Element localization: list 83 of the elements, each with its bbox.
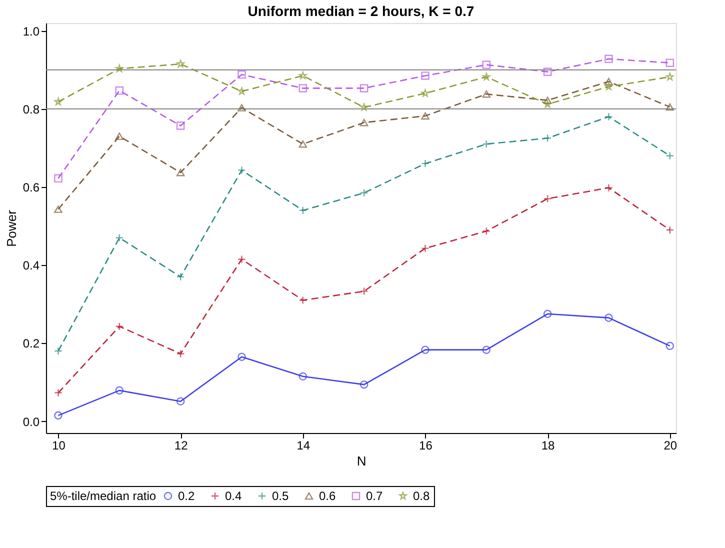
- point: [604, 112, 613, 121]
- point: [238, 166, 246, 174]
- point: [604, 78, 613, 86]
- legend-label: 0.7: [366, 489, 384, 503]
- point: [482, 72, 490, 80]
- point: [360, 380, 368, 389]
- point: [604, 314, 613, 322]
- x-tick-label: 14: [296, 438, 310, 452]
- point: [176, 350, 185, 358]
- point: [666, 226, 674, 234]
- point: [238, 104, 246, 112]
- x-axis-title: N: [356, 454, 366, 468]
- legend-label: 0.8: [413, 489, 430, 503]
- point: [421, 244, 430, 252]
- point: [115, 322, 124, 331]
- point: [604, 54, 613, 64]
- point: [360, 84, 368, 92]
- legend-title: 5%-tile/median ratio: [50, 489, 156, 503]
- point: [360, 103, 368, 111]
- point: [298, 296, 308, 304]
- x-tick-label: 12: [174, 438, 188, 452]
- point: [360, 188, 368, 197]
- legend-label: 0.5: [272, 489, 290, 503]
- point: [176, 272, 185, 281]
- y-axis-title: Power: [4, 209, 19, 247]
- point: [666, 58, 674, 67]
- point: [176, 168, 185, 176]
- point: [421, 72, 430, 80]
- point: [54, 174, 62, 183]
- y-tick-label: 0.0: [22, 414, 40, 429]
- point: [482, 60, 491, 69]
- x-tick-label: 20: [664, 438, 678, 452]
- point: [543, 194, 552, 203]
- point: [238, 352, 246, 361]
- point: [54, 346, 62, 356]
- y-tick-label: 0.4: [22, 258, 40, 273]
- legend-label: 0.6: [319, 489, 336, 503]
- point: [176, 122, 185, 130]
- point: [298, 140, 308, 148]
- point: [238, 87, 246, 95]
- point: [298, 206, 308, 215]
- point: [666, 72, 674, 80]
- point: [666, 152, 674, 160]
- point: [54, 98, 62, 106]
- x-tick-label: 10: [52, 438, 66, 452]
- y-tick-label: 0.6: [22, 180, 40, 194]
- point: [482, 226, 491, 236]
- point: [421, 159, 430, 168]
- point: [543, 68, 552, 76]
- y-tick-label: 0.8: [22, 102, 40, 116]
- point: [115, 86, 124, 95]
- point: [176, 60, 185, 68]
- point: [421, 112, 430, 120]
- x-tick-label: 18: [541, 438, 556, 452]
- point: [298, 84, 308, 92]
- y-tick-label: 0.2: [22, 336, 40, 351]
- y-tick-label: 1.0: [22, 24, 40, 38]
- point: [115, 386, 124, 395]
- point: [421, 346, 430, 354]
- point: [482, 346, 491, 354]
- point: [604, 184, 613, 192]
- point: [543, 96, 552, 104]
- point: [54, 206, 62, 213]
- chart-title: Uniform median = 2 hours, K = 0.7: [248, 3, 474, 19]
- point: [360, 287, 368, 296]
- point: [238, 70, 246, 79]
- legend-label: 0.2: [178, 489, 196, 503]
- point: [543, 134, 552, 142]
- point: [360, 118, 368, 126]
- point: [298, 372, 308, 381]
- point: [115, 132, 124, 140]
- legend-label: 0.4: [225, 489, 242, 503]
- point: [54, 388, 62, 397]
- point: [115, 234, 124, 242]
- point: [543, 310, 552, 318]
- x-tick-label: 16: [419, 438, 433, 452]
- point: [54, 411, 62, 420]
- point: [666, 342, 674, 350]
- point: [482, 140, 491, 148]
- point: [482, 90, 491, 98]
- point: [666, 103, 674, 111]
- point: [176, 397, 185, 406]
- point: [238, 255, 246, 264]
